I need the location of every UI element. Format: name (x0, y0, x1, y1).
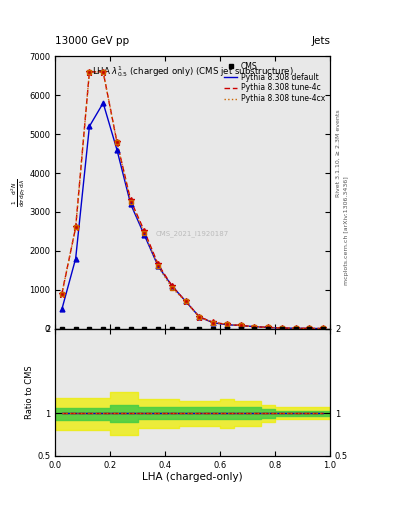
Pythia 8.308 default (87, 123, 92, 130)
Line: Pythia 8.308 tune-4cx: Pythia 8.308 tune-4cx (62, 72, 323, 329)
Pythia 8.308 tune-4cx (211, 319, 216, 326)
CMS (156, 326, 161, 332)
Y-axis label: Ratio to CMS: Ratio to CMS (25, 366, 34, 419)
CMS (239, 326, 243, 332)
Pythia 8.308 tune-4c (170, 283, 174, 289)
CMS (87, 326, 92, 332)
CMS (293, 326, 298, 332)
Text: mcplots.cern.ch [arXiv:1306.3436]: mcplots.cern.ch [arXiv:1306.3436] (344, 176, 349, 285)
Pythia 8.308 default (239, 323, 243, 329)
Pythia 8.308 default (184, 298, 188, 305)
Text: LHA $\lambda^{1}_{0.5}$ (charged only) (CMS jet substructure): LHA $\lambda^{1}_{0.5}$ (charged only) (… (92, 65, 293, 79)
Pythia 8.308 default (142, 232, 147, 238)
CMS (307, 326, 312, 332)
Pythia 8.308 tune-4cx (73, 224, 78, 230)
Legend: CMS, Pythia 8.308 default, Pythia 8.308 tune-4c, Pythia 8.308 tune-4cx: CMS, Pythia 8.308 default, Pythia 8.308 … (222, 60, 326, 105)
Pythia 8.308 tune-4cx (156, 263, 161, 269)
Text: CMS_2021_I1920187: CMS_2021_I1920187 (156, 230, 229, 237)
Pythia 8.308 tune-4cx (239, 323, 243, 329)
Pythia 8.308 tune-4cx (293, 325, 298, 331)
Line: Pythia 8.308 default: Pythia 8.308 default (62, 103, 323, 329)
Pythia 8.308 tune-4c (266, 325, 271, 331)
Pythia 8.308 default (211, 319, 216, 326)
Pythia 8.308 tune-4cx (197, 314, 202, 321)
Pythia 8.308 tune-4c (293, 325, 298, 331)
Pythia 8.308 tune-4c (101, 69, 105, 75)
Pythia 8.308 default (280, 325, 285, 331)
Pythia 8.308 tune-4cx (184, 298, 188, 305)
Pythia 8.308 tune-4c (60, 290, 64, 296)
CMS (60, 326, 64, 332)
Pythia 8.308 default (293, 325, 298, 331)
Pythia 8.308 tune-4cx (87, 69, 92, 75)
Pythia 8.308 tune-4c (321, 326, 326, 332)
Pythia 8.308 default (129, 201, 133, 207)
Pythia 8.308 tune-4cx (101, 69, 105, 75)
Pythia 8.308 tune-4cx (266, 325, 271, 331)
Pythia 8.308 tune-4c (239, 323, 243, 329)
Pythia 8.308 default (73, 255, 78, 262)
Pythia 8.308 tune-4c (129, 197, 133, 203)
Line: Pythia 8.308 tune-4c: Pythia 8.308 tune-4c (62, 72, 323, 329)
CMS (211, 326, 216, 332)
Pythia 8.308 tune-4cx (115, 139, 119, 145)
Pythia 8.308 tune-4cx (60, 290, 64, 296)
Pythia 8.308 tune-4c (73, 224, 78, 230)
Text: Rivet 3.1.10, ≥ 2.3M events: Rivet 3.1.10, ≥ 2.3M events (336, 110, 341, 198)
Pythia 8.308 default (225, 322, 230, 328)
CMS (252, 326, 257, 332)
Pythia 8.308 default (60, 306, 64, 312)
CMS (73, 326, 78, 332)
Pythia 8.308 default (266, 325, 271, 331)
Pythia 8.308 tune-4cx (225, 321, 230, 327)
CMS (129, 326, 133, 332)
Text: 13000 GeV pp: 13000 GeV pp (55, 36, 129, 46)
Pythia 8.308 default (321, 326, 326, 332)
Pythia 8.308 default (170, 283, 174, 289)
Pythia 8.308 tune-4c (211, 319, 216, 326)
CMS (115, 326, 119, 332)
Pythia 8.308 tune-4cx (307, 325, 312, 331)
CMS (266, 326, 271, 332)
Pythia 8.308 tune-4c (307, 325, 312, 331)
X-axis label: LHA (charged-only): LHA (charged-only) (142, 472, 243, 482)
CMS (142, 326, 147, 332)
Pythia 8.308 tune-4c (225, 321, 230, 327)
Pythia 8.308 tune-4c (280, 325, 285, 331)
CMS (197, 326, 202, 332)
Pythia 8.308 tune-4cx (280, 325, 285, 331)
Pythia 8.308 tune-4cx (142, 230, 147, 237)
Pythia 8.308 tune-4cx (321, 326, 326, 332)
Pythia 8.308 tune-4c (115, 139, 119, 145)
Pythia 8.308 tune-4cx (129, 199, 133, 205)
CMS (184, 326, 188, 332)
Text: Jets: Jets (311, 36, 330, 46)
Pythia 8.308 tune-4c (184, 298, 188, 305)
CMS (170, 326, 174, 332)
Pythia 8.308 default (101, 100, 105, 106)
Pythia 8.308 tune-4c (87, 69, 92, 75)
CMS (101, 326, 105, 332)
Pythia 8.308 tune-4cx (252, 324, 257, 330)
CMS (280, 326, 285, 332)
Pythia 8.308 default (252, 324, 257, 330)
Pythia 8.308 tune-4c (252, 324, 257, 330)
Pythia 8.308 default (115, 146, 119, 153)
Pythia 8.308 default (197, 314, 202, 320)
Y-axis label: $\frac{1}{\mathrm{d}\sigma}\frac{\mathrm{d}^2 N}{\mathrm{d}p_T\,\mathrm{d}\lambd: $\frac{1}{\mathrm{d}\sigma}\frac{\mathrm… (9, 178, 28, 207)
Pythia 8.308 default (156, 263, 161, 269)
CMS (225, 326, 230, 332)
Line: CMS: CMS (59, 326, 326, 331)
Pythia 8.308 tune-4c (197, 314, 202, 320)
Pythia 8.308 tune-4cx (170, 285, 174, 291)
Pythia 8.308 tune-4c (142, 228, 147, 234)
CMS (321, 326, 326, 332)
Pythia 8.308 default (307, 325, 312, 331)
Pythia 8.308 tune-4c (156, 261, 161, 267)
